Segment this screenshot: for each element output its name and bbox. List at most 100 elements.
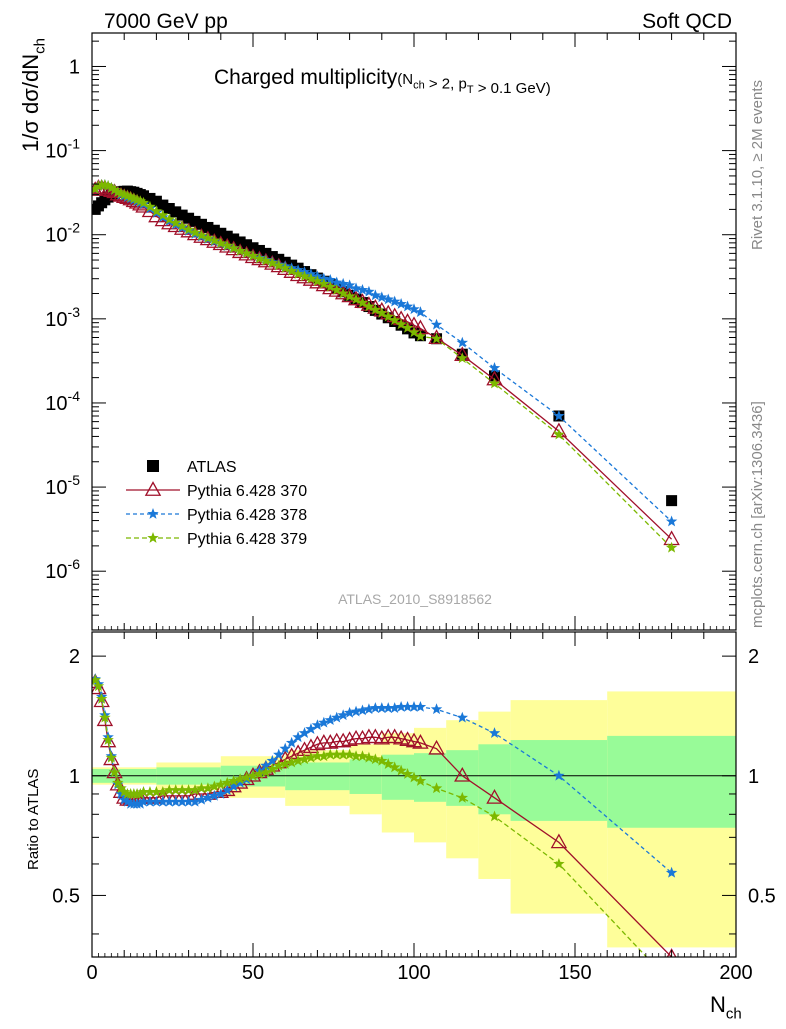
point-atlas-63 (666, 495, 678, 507)
point-atlas-17 (150, 195, 162, 207)
ratio-point-pythia-6-428-378-14 (134, 797, 147, 809)
point-atlas-61 (489, 370, 500, 382)
point-pythia-6-428-379-21 (176, 220, 188, 232)
inner-band-6 (414, 753, 447, 802)
point-atlas-19 (163, 202, 175, 214)
point-pythia-6-428-379-36 (273, 259, 285, 271)
legend-entry-pythia-6-428-378: Pythia 6.428 378 (126, 507, 307, 524)
ratio-point-pythia-6-428-379-59 (430, 782, 443, 794)
ratio-point-pythia-6-428-379-30 (234, 773, 246, 785)
ratio-point-pythia-6-428-370-61 (486, 789, 503, 804)
legend: ATLAS Pythia 6.428 370 Pythia 6.428 378 Pyt… (126, 459, 307, 548)
y-tick-label-top-3: 10-3 (45, 304, 80, 331)
point-pythia-6-428-379-53 (382, 310, 394, 322)
point-atlas-28 (221, 230, 233, 242)
point-pythia-6-428-379-28 (221, 239, 233, 251)
ratio-point-pythia-6-428-379-3 (99, 711, 111, 723)
ratio-point-pythia-6-428-378-38 (285, 736, 298, 748)
svg-text:Ratio to ATLAS: Ratio to ATLAS (25, 769, 42, 870)
ratio-point-pythia-6-428-370-49 (354, 729, 371, 745)
x-tick-label-3: 150 (558, 962, 591, 984)
ratio-point-pythia-6-428-370-63 (666, 948, 677, 957)
ratio-point-pythia-6-428-379-22 (182, 784, 195, 796)
point-pythia-6-428-378-61 (488, 362, 501, 373)
legend-marker-pythia-6-428-379 (147, 532, 159, 543)
point-pythia-6-428-379-44 (324, 280, 336, 292)
ratio-point-pythia-6-428-378-58 (414, 700, 427, 712)
ratio-point-pythia-6-428-379-53 (382, 758, 394, 769)
y-tick-label-bottom-right-1: 1 (748, 766, 759, 788)
point-pythia-6-428-379-59 (430, 332, 443, 344)
ratio-point-pythia-6-428-379-33 (253, 768, 266, 779)
ratio-point-pythia-6-428-379-14 (134, 787, 147, 799)
ratio-point-pythia-6-428-378-62 (553, 769, 565, 781)
header-right: Soft QCD (642, 10, 732, 33)
y-tick-label-top-1: 10-1 (45, 136, 80, 163)
point-pythia-6-428-379-43 (318, 277, 330, 289)
series-pythia-6-428-379 (92, 179, 678, 553)
ratio-point-pythia-6-428-379-42 (311, 750, 324, 762)
point-pythia-6-428-378-59 (430, 318, 443, 330)
ratio-point-pythia-6-428-378-20 (170, 795, 182, 807)
point-pythia-6-428-379-54 (388, 314, 401, 326)
point-pythia-6-428-378-49 (356, 284, 369, 295)
point-pythia-6-428-379-13 (131, 193, 143, 205)
ratio-point-pythia-6-428-378-63 (665, 866, 678, 878)
ratio-point-pythia-6-428-378-53 (382, 702, 394, 713)
point-pythia-6-428-378-54 (388, 295, 401, 307)
legend-entry-atlas: ATLAS (147, 459, 237, 476)
point-atlas-31 (241, 239, 253, 251)
ratio-point-pythia-6-428-379-19 (163, 784, 175, 796)
point-pythia-6-428-379-26 (208, 234, 221, 246)
ratio-point-pythia-6-428-370-5 (103, 750, 120, 766)
ratio-point-pythia-6-428-378-43 (318, 716, 330, 728)
point-pythia-6-428-379-57 (408, 326, 420, 338)
ratio-point-pythia-6-428-370-3 (96, 711, 114, 727)
point-pythia-6-428-378-44 (324, 273, 336, 285)
point-atlas-26 (208, 224, 220, 236)
inner-band-9 (510, 740, 608, 821)
point-pythia-6-428-379-4 (102, 179, 114, 191)
ratio-point-pythia-6-428-370-58 (412, 734, 429, 749)
y-tick-label-top-6: 10-6 (45, 556, 80, 583)
ratio-point-pythia-6-428-379-58 (414, 775, 427, 786)
point-pythia-6-428-379-62 (553, 428, 565, 440)
ratio-point-pythia-6-428-378-22 (182, 795, 195, 807)
ratio-point-pythia-6-428-379-7 (112, 776, 124, 788)
ratio-point-pythia-6-428-379-38 (285, 756, 298, 768)
point-pythia-6-428-378-53 (382, 293, 394, 305)
ratio-point-pythia-6-428-379-41 (305, 751, 317, 763)
ratio-point-pythia-6-428-378-23 (189, 795, 201, 807)
ratio-point-pythia-6-428-379-44 (324, 748, 336, 760)
ratio-point-pythia-6-428-379-37 (279, 758, 291, 769)
point-pythia-6-428-379-46 (337, 287, 349, 299)
point-pythia-6-428-379-60 (456, 352, 469, 364)
ratio-point-pythia-6-428-378-51 (369, 702, 382, 713)
point-pythia-6-428-378-51 (369, 289, 382, 301)
ratio-point-pythia-6-428-378-50 (363, 703, 375, 715)
point-atlas-27 (215, 227, 227, 239)
y-tick-label-top-2: 10-2 (45, 220, 80, 247)
ratio-point-pythia-6-428-370-46 (334, 732, 352, 748)
ratio-point-pythia-6-428-379-50 (363, 751, 375, 763)
ratio-point-pythia-6-428-379-6 (108, 766, 121, 778)
ratio-point-pythia-6-428-379-39 (292, 754, 304, 766)
ratio-point-pythia-6-428-379-34 (260, 766, 272, 778)
point-pythia-6-428-379-6 (108, 184, 121, 195)
inner-band-8 (478, 744, 511, 815)
ratio-point-pythia-6-428-370-59 (428, 739, 445, 755)
ratio-point-pythia-6-428-370-47 (341, 731, 358, 746)
point-pythia-6-428-379-5 (105, 181, 118, 193)
ratio-point-pythia-6-428-379-21 (176, 784, 188, 796)
point-pythia-6-428-378-60 (456, 336, 469, 348)
point-pythia-6-428-378-45 (331, 276, 343, 288)
ratio-point-pythia-6-428-370-60 (454, 766, 471, 782)
ratio-point-pythia-6-428-378-56 (401, 700, 414, 712)
ratio-point-pythia-6-428-378-35 (266, 754, 279, 766)
ratio-point-pythia-6-428-370-62 (550, 833, 568, 849)
point-pythia-6-428-379-45 (331, 284, 343, 295)
point-pythia-6-428-379-18 (157, 209, 169, 221)
point-pythia-6-428-379-52 (376, 307, 388, 318)
point-pythia-6-428-379-27 (215, 237, 227, 249)
point-pythia-6-428-379-15 (137, 196, 150, 208)
